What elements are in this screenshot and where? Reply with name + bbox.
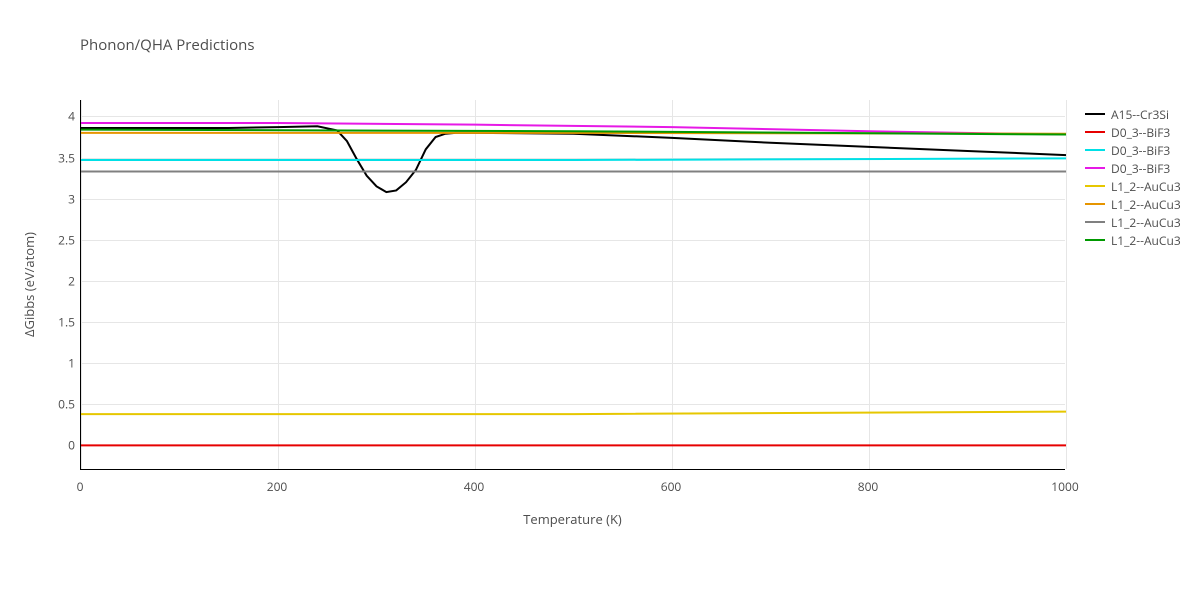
chart-title: Phonon/QHA Predictions [80, 35, 255, 55]
y-tick-label: 3 [45, 190, 75, 207]
plot-area [80, 100, 1065, 470]
series-line [81, 412, 1066, 414]
legend-swatch [1085, 185, 1105, 187]
legend-label: L1_2--AuCu3 [1111, 196, 1181, 213]
legend-swatch [1085, 203, 1105, 205]
x-tick-label: 200 [267, 478, 288, 495]
y-tick-label: 0.5 [45, 396, 75, 413]
y-tick-label: 0 [45, 437, 75, 454]
chart-lines [81, 100, 1066, 470]
legend-label: D0_3--BiF3 [1111, 124, 1170, 141]
y-tick-label: 2.5 [45, 231, 75, 248]
legend-item[interactable]: D0_3--BiF3 [1085, 159, 1181, 177]
legend-label: D0_3--BiF3 [1111, 160, 1170, 177]
y-axis-label: ΔGibbs (eV/atom) [20, 100, 38, 470]
legend-item[interactable]: A15--Cr3Si [1085, 105, 1181, 123]
x-tick-label: 1000 [1051, 478, 1078, 495]
legend-item[interactable]: D0_3--BiF3 [1085, 141, 1181, 159]
y-tick-label: 4 [45, 108, 75, 125]
x-tick-label: 600 [661, 478, 682, 495]
legend-item[interactable]: L1_2--AuCu3 [1085, 213, 1181, 231]
x-tick-label: 400 [464, 478, 485, 495]
legend: A15--Cr3SiD0_3--BiF3D0_3--BiF3D0_3--BiF3… [1085, 105, 1181, 249]
legend-swatch [1085, 113, 1105, 115]
legend-label: D0_3--BiF3 [1111, 142, 1170, 159]
legend-item[interactable]: D0_3--BiF3 [1085, 123, 1181, 141]
legend-swatch [1085, 167, 1105, 169]
legend-label: L1_2--AuCu3 [1111, 214, 1181, 231]
legend-item[interactable]: L1_2--AuCu3 [1085, 231, 1181, 249]
series-line [81, 158, 1066, 160]
x-axis-label: Temperature (K) [80, 510, 1065, 528]
x-tick-label: 0 [77, 478, 84, 495]
legend-swatch [1085, 149, 1105, 151]
legend-swatch [1085, 131, 1105, 133]
legend-item[interactable]: L1_2--AuCu3 [1085, 177, 1181, 195]
legend-item[interactable]: L1_2--AuCu3 [1085, 195, 1181, 213]
legend-swatch [1085, 221, 1105, 223]
legend-label: L1_2--AuCu3 [1111, 232, 1181, 249]
y-tick-label: 1.5 [45, 314, 75, 331]
legend-label: A15--Cr3Si [1111, 106, 1169, 123]
y-tick-label: 3.5 [45, 149, 75, 166]
y-tick-label: 2 [45, 272, 75, 289]
gridline-vertical [1066, 100, 1067, 469]
x-tick-label: 800 [858, 478, 879, 495]
legend-label: L1_2--AuCu3 [1111, 178, 1181, 195]
chart-container: Phonon/QHA Predictions 0 200 400 600 800 1000… [0, 0, 1200, 600]
legend-swatch [1085, 239, 1105, 241]
y-tick-label: 1 [45, 355, 75, 372]
